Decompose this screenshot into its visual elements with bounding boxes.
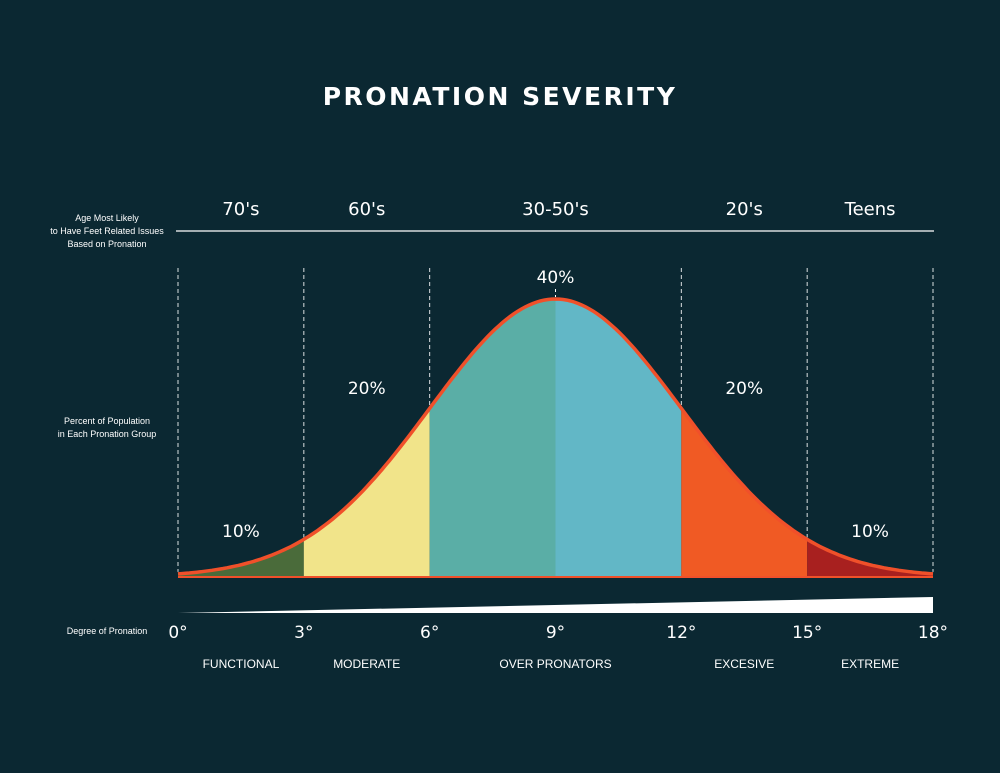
age-row-label-line-3: Based on Pronation <box>67 239 146 249</box>
percent-row-label-line-2: in Each Pronation Group <box>58 429 157 439</box>
category-label-1: MODERATE <box>333 657 400 671</box>
category-label-4: EXTREME <box>841 657 899 671</box>
age-row-label-line-2: to Have Feet Related Issues <box>50 226 164 236</box>
area-segment-2-right <box>555 299 682 577</box>
area-segment-0 <box>178 539 304 577</box>
age-label-3: 20's <box>726 199 763 220</box>
category-label-2: OVER PRONATORS <box>499 657 611 671</box>
x-tick-label-6: 18° <box>918 623 948 643</box>
x-tick-label-2: 6° <box>420 623 439 643</box>
x-tick-label-5: 15° <box>792 623 822 643</box>
age-row-label-line-1: Age Most Likely <box>75 213 139 223</box>
percent-row-label-line-1: Percent of Population <box>64 416 150 426</box>
percent-label-0: 10% <box>222 522 260 542</box>
age-label-4: Teens <box>844 199 896 220</box>
age-label-2: 30-50's <box>522 199 589 220</box>
category-label-3: EXCESIVE <box>714 657 774 671</box>
percent-label-3: 20% <box>725 379 763 399</box>
x-tick-label-1: 3° <box>294 623 313 643</box>
chart-title: PRONATION SEVERITY <box>323 82 678 111</box>
degree-wedge <box>178 597 933 613</box>
area-segment-4 <box>807 539 933 577</box>
percent-row-label: Percent of Population in Each Pronation … <box>58 416 157 439</box>
percent-label-4: 10% <box>851 522 889 542</box>
x-tick-label-0: 0° <box>168 623 187 643</box>
age-label-1: 60's <box>348 199 385 220</box>
percent-label-1: 20% <box>348 379 386 399</box>
age-row-label: Age Most Likely to Have Feet Related Iss… <box>50 213 164 249</box>
percent-label-2: 40% <box>537 268 575 288</box>
x-tick-label-3: 9° <box>546 623 565 643</box>
age-label-0: 70's <box>222 199 259 220</box>
category-label-0: FUNCTIONAL <box>203 657 280 671</box>
area-segment-2-left <box>429 299 556 577</box>
degree-row-label: Degree of Pronation <box>67 626 148 636</box>
x-tick-label-4: 12° <box>666 623 696 643</box>
distribution-curve <box>177 297 934 576</box>
